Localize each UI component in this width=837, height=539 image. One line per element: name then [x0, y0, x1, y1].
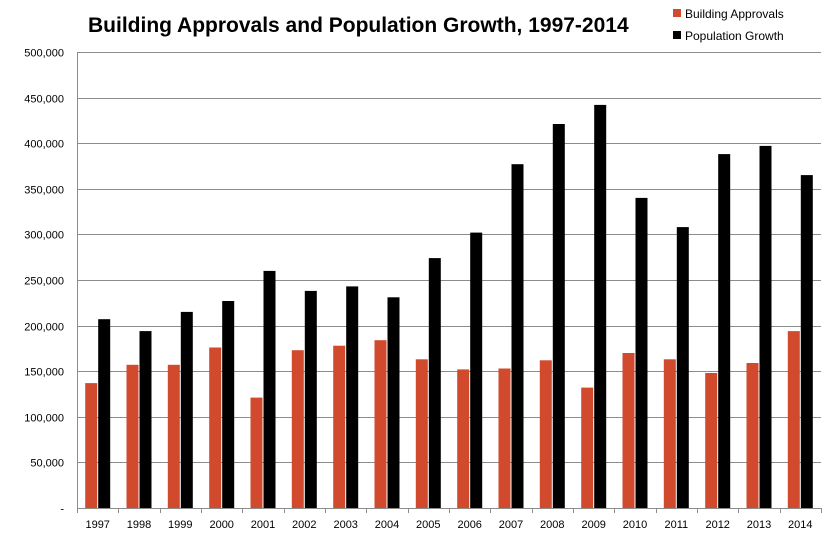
bar-population-growth-2006: [470, 232, 483, 508]
y-tick-label: -: [60, 504, 64, 516]
bar-building-approvals-2006: [457, 369, 470, 508]
bar-building-approvals-2014: [787, 331, 800, 508]
bar-building-approvals-2013: [746, 363, 759, 508]
x-tick-label: 2011: [664, 519, 688, 531]
bar-population-growth-2005: [428, 258, 441, 508]
bar-population-growth-2012: [718, 154, 731, 508]
legend-label-population-growth: Population Growth: [685, 29, 784, 43]
bar-building-approvals-2008: [539, 360, 552, 508]
x-tick-label: 2009: [581, 519, 605, 531]
bar-population-growth-2008: [552, 124, 565, 508]
x-tick-label: 2014: [788, 519, 812, 531]
bar-building-approvals-2003: [333, 345, 346, 508]
legend: Building Approvals Population Growth: [673, 7, 784, 43]
bar-population-growth-2010: [635, 197, 648, 508]
x-tick-label: 1999: [168, 519, 192, 531]
x-tick-label: 1997: [85, 519, 109, 531]
bar-population-growth-1999: [180, 311, 193, 508]
y-tick-label: 50,000: [30, 458, 64, 470]
legend-swatch-population-growth: [673, 31, 681, 39]
y-tick-label: 150,000: [24, 367, 64, 379]
y-tick-label: 350,000: [24, 185, 64, 197]
x-tick-label: 1998: [127, 519, 151, 531]
y-tick-label: 200,000: [24, 322, 64, 334]
x-tick-label: 2010: [623, 519, 647, 531]
chart-title: Building Approvals and Population Growth…: [88, 14, 629, 37]
y-tick-label: 450,000: [24, 94, 64, 106]
bar-building-approvals-2002: [291, 350, 304, 508]
bar-building-approvals-2000: [209, 347, 222, 508]
x-tick-label: 2013: [747, 519, 771, 531]
y-axis-ticks: - 50,000 100,000 150,000 200,000 250,000 300,0…: [24, 48, 64, 516]
bar-building-approvals-2010: [622, 353, 635, 508]
x-tick-label: 2000: [209, 519, 233, 531]
bar-population-growth-2013: [759, 145, 772, 508]
bar-population-growth-2011: [676, 227, 689, 508]
bar-building-approvals-1998: [126, 364, 139, 508]
x-tick-label: 2006: [457, 519, 481, 531]
x-tick-label: 2002: [292, 519, 316, 531]
bar-population-growth-2002: [304, 290, 317, 508]
y-tick-label: 400,000: [24, 139, 64, 151]
x-axis-ticks: 1997 1998 1999 2000 2001 2002 2003 2004 2005 2006…: [77, 508, 822, 531]
bar-building-approvals-2007: [498, 368, 511, 508]
y-tick-label: 250,000: [24, 276, 64, 288]
y-tick-label: 100,000: [24, 413, 64, 425]
y-tick-label: 500,000: [24, 48, 64, 60]
bar-population-growth-2004: [387, 297, 400, 508]
bar-building-approvals-2012: [705, 373, 718, 508]
legend-swatch-building-approvals: [673, 9, 681, 17]
bar-population-growth-1997: [98, 319, 111, 508]
bar-population-growth-2009: [594, 104, 607, 509]
x-tick-label: 2012: [705, 519, 729, 531]
bar-population-growth-2000: [222, 301, 235, 508]
bar-population-growth-2001: [263, 270, 276, 508]
bar-population-growth-2003: [346, 286, 359, 508]
bar-population-growth-2007: [511, 164, 524, 508]
bar-population-growth-1998: [139, 331, 152, 508]
gridlines: [77, 52, 821, 463]
bar-population-growth-2014: [800, 175, 813, 508]
x-tick-label: 2005: [416, 519, 440, 531]
bar-building-approvals-2011: [663, 359, 676, 508]
bar-building-approvals-1999: [167, 364, 180, 508]
bar-building-approvals-1997: [85, 383, 98, 508]
x-tick-label: 2004: [375, 519, 399, 531]
axes: [77, 52, 821, 509]
x-tick-label: 2003: [333, 519, 357, 531]
bars: [85, 104, 813, 509]
bar-building-approvals-2004: [374, 340, 387, 508]
x-tick-label: 2007: [499, 519, 523, 531]
x-tick-label: 2001: [251, 519, 275, 531]
bar-building-approvals-2009: [581, 387, 594, 508]
legend-label-building-approvals: Building Approvals: [685, 7, 784, 21]
y-tick-label: 300,000: [24, 230, 64, 242]
x-tick-label: 2008: [540, 519, 564, 531]
bar-building-approvals-2005: [415, 359, 428, 508]
bar-building-approvals-2001: [250, 397, 263, 508]
